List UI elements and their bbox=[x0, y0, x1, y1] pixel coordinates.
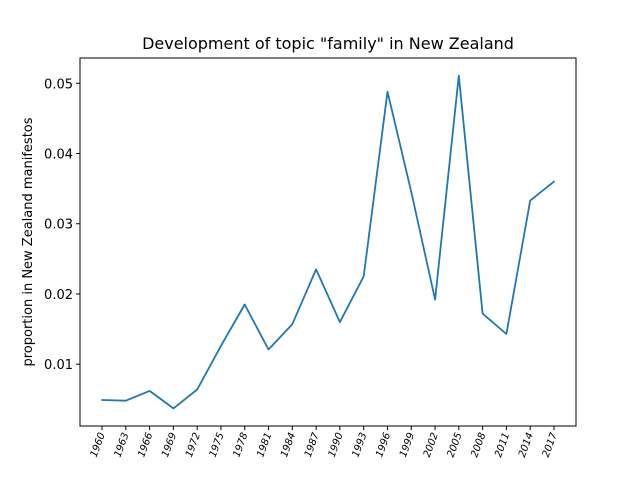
series-layer bbox=[101, 74, 555, 410]
x-tick-label: 1981 bbox=[255, 431, 274, 459]
x-tick-label: 2017 bbox=[541, 431, 560, 459]
x-tick-label: 1987 bbox=[303, 431, 322, 459]
axes-frame bbox=[79, 57, 577, 427]
x-tick-label: 2014 bbox=[517, 431, 536, 459]
y-axis-label: proportion in New Zealand manifestos bbox=[21, 117, 36, 366]
x-tick-label: 1972 bbox=[184, 431, 203, 459]
y-tick-label: 0.02 bbox=[44, 288, 73, 303]
y-tick-label: 0.01 bbox=[44, 358, 73, 373]
x-tick-label: 1969 bbox=[160, 431, 179, 459]
x-tick-label: 1975 bbox=[208, 431, 227, 459]
y-tick-label: 0.05 bbox=[44, 77, 73, 92]
x-tick-label: 1984 bbox=[279, 431, 298, 459]
x-axis: 1960 1963 1966 1969 1972 1975 1978 1981 1984 1987… bbox=[89, 426, 560, 459]
x-tick-label: 1993 bbox=[350, 431, 369, 459]
x-tick-label: 1963 bbox=[113, 431, 132, 459]
x-tick-label: 1990 bbox=[327, 431, 346, 459]
x-tick-label: 1960 bbox=[89, 431, 108, 459]
y-tick-label: 0.04 bbox=[44, 148, 73, 163]
y-axis: 0.01 0.02 0.03 0.04 0.05 bbox=[44, 77, 80, 373]
x-tick-label: 1978 bbox=[232, 431, 251, 459]
series-line-family bbox=[101, 74, 555, 410]
x-tick-label: 1999 bbox=[398, 431, 417, 459]
x-tick-label: 2005 bbox=[446, 431, 465, 459]
y-tick-label: 0.03 bbox=[44, 218, 73, 233]
x-tick-label: 2008 bbox=[469, 431, 488, 459]
x-tick-label: 2011 bbox=[493, 431, 512, 459]
x-tick-label: 1996 bbox=[374, 431, 393, 459]
chart-title: Development of topic "family" in New Zea… bbox=[142, 34, 514, 53]
x-tick-label: 1966 bbox=[136, 431, 155, 459]
x-tick-label: 2002 bbox=[422, 431, 441, 459]
